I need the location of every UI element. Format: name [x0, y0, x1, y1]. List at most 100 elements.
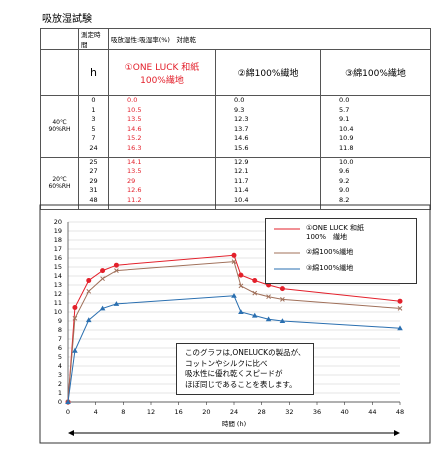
x-tick-label: 24	[230, 408, 238, 416]
condition-cell: 20℃ 60%RH	[40, 156, 79, 210]
marker	[72, 315, 78, 321]
cell: 9.0	[320, 186, 431, 196]
marker	[265, 316, 272, 322]
data-row: 29 29 11.7 9.2	[41, 176, 431, 187]
cell: 15.2	[108, 134, 216, 144]
text-line: コットンやシルクに比べ	[185, 358, 268, 368]
y-tick-label: 8	[58, 326, 62, 334]
empty-cell	[40, 28, 79, 50]
header-cell: ③綿100%繊地	[320, 49, 431, 96]
cell: 11.8	[320, 143, 431, 158]
data-row: 27 13.5 12.1 9.6	[41, 167, 431, 177]
legend-label: ③綿100%繊地	[306, 264, 354, 272]
cell: 29	[108, 176, 216, 187]
cell: 29	[78, 176, 109, 187]
y-tick-label: 1	[58, 389, 62, 397]
marker	[72, 305, 78, 310]
cell: 12.9	[215, 156, 321, 168]
marker	[397, 325, 403, 331]
marker	[231, 259, 237, 264]
cell: 11.7	[215, 176, 321, 187]
legend: ①ONE LUCK 和紙 100% 繊地 ②綿100%繊地 ③綿100%繊地	[265, 218, 417, 284]
data-row: 20℃ 60%RH 25 14.1 12.9 10.0	[40, 156, 431, 210]
marker	[251, 312, 258, 318]
legend-swatch	[274, 252, 300, 254]
text-line: ほぼ同じであることを表します。	[185, 379, 297, 389]
x-tick-label: 40	[341, 408, 349, 416]
text-line: 90%RH	[48, 126, 71, 134]
y-tick-label: 3	[58, 371, 62, 379]
header-row: 測定時間 吸放湿性:吸湿率(%) 対絶乾	[40, 28, 431, 50]
y-tick-label: 15	[54, 263, 62, 271]
legend-entry: ①ONE LUCK 和紙 100% 繊地	[272, 224, 416, 242]
marker	[100, 268, 106, 274]
x-tick-label: 48	[396, 408, 404, 416]
cell: 14.6	[215, 134, 321, 144]
x-tick-label: 36	[313, 408, 321, 416]
cell: 13.5	[108, 167, 216, 177]
y-tick-label: 17	[54, 245, 62, 253]
data-row: 40℃ 90%RH 0 0.0 0.0 0.0	[40, 94, 431, 158]
y-tick-label: 14	[54, 272, 62, 280]
x-tick-label: 0	[66, 408, 70, 416]
annotation: このグラフは,ONELUCKの製品が、 コットンやシルクに比べ 吸水性に優れ乾くスピ…	[176, 343, 315, 395]
marker	[113, 262, 119, 268]
marker	[397, 298, 403, 304]
y-tick-label: 5	[58, 353, 62, 361]
text-line: 40℃	[52, 119, 67, 127]
y-tick-label: 12	[54, 290, 62, 298]
cell: 3	[78, 115, 109, 125]
marker	[231, 252, 237, 258]
y-tick-label: 11	[54, 299, 62, 307]
y-tick-label: 4	[58, 362, 62, 370]
legend-swatch	[274, 228, 300, 230]
marker	[86, 278, 92, 283]
cell: 9.6	[320, 167, 431, 177]
header-cell: h	[78, 49, 109, 96]
text-line: ①ONE LUCK 和紙	[124, 62, 200, 73]
cell: 16.3	[108, 143, 216, 158]
text-line: 100%繊地	[140, 75, 184, 86]
marker	[279, 318, 286, 323]
chart-frame	[39, 204, 431, 444]
cell: 13.5	[108, 115, 216, 125]
text-line: 20℃	[52, 176, 67, 184]
cell: 8.2	[320, 195, 431, 210]
text-line: 100% 繊地	[306, 233, 348, 241]
cell: 0	[78, 94, 109, 106]
marker	[266, 294, 271, 300]
y-tick-label: 2	[58, 380, 62, 388]
cell: 0.0	[108, 94, 216, 106]
y-tick-label: 10	[54, 308, 62, 316]
legend-label: ①ONE LUCK 和紙 100% 繊地	[306, 224, 364, 242]
title: 吸放湿試験	[42, 14, 92, 25]
x-tick-label: 44	[368, 408, 376, 416]
marker	[99, 305, 106, 311]
x-tick-label: 4	[94, 408, 98, 416]
marker	[238, 272, 244, 278]
cell: 7	[78, 134, 109, 144]
x-tick-label: 20	[202, 408, 210, 416]
header-row: h ①ONE LUCK 和紙 100%繊地 ②綿100%繊地 ③綿100%繊地	[40, 49, 431, 96]
x-tick-label: 16	[175, 408, 183, 416]
header-cell: ①ONE LUCK 和紙 100%繊地	[108, 49, 216, 96]
cell: 0.0	[215, 94, 321, 106]
marker	[86, 288, 92, 294]
header-cell: ②綿100%繊地	[215, 49, 321, 96]
data-row: 7 15.2 14.6 10.9	[41, 134, 431, 144]
legend-label: ②綿100%繊地	[306, 248, 354, 256]
marker	[397, 306, 403, 311]
header-cell: 測定時間	[78, 28, 109, 50]
cell: 15.6	[215, 143, 321, 158]
marker	[279, 286, 285, 292]
cell: 10.0	[320, 156, 431, 168]
condition-cell: 40℃ 90%RH	[40, 95, 79, 158]
text-line: 吸水性に優れ乾くスピードが	[185, 369, 283, 378]
marker	[72, 347, 78, 353]
cell: 12.6	[108, 186, 216, 196]
cell: 9.2	[320, 176, 431, 187]
x-tick-label: 8	[121, 408, 125, 416]
cell: 24	[78, 143, 109, 158]
y-tick-label: 9	[58, 317, 62, 325]
cell: 13.7	[215, 124, 321, 135]
